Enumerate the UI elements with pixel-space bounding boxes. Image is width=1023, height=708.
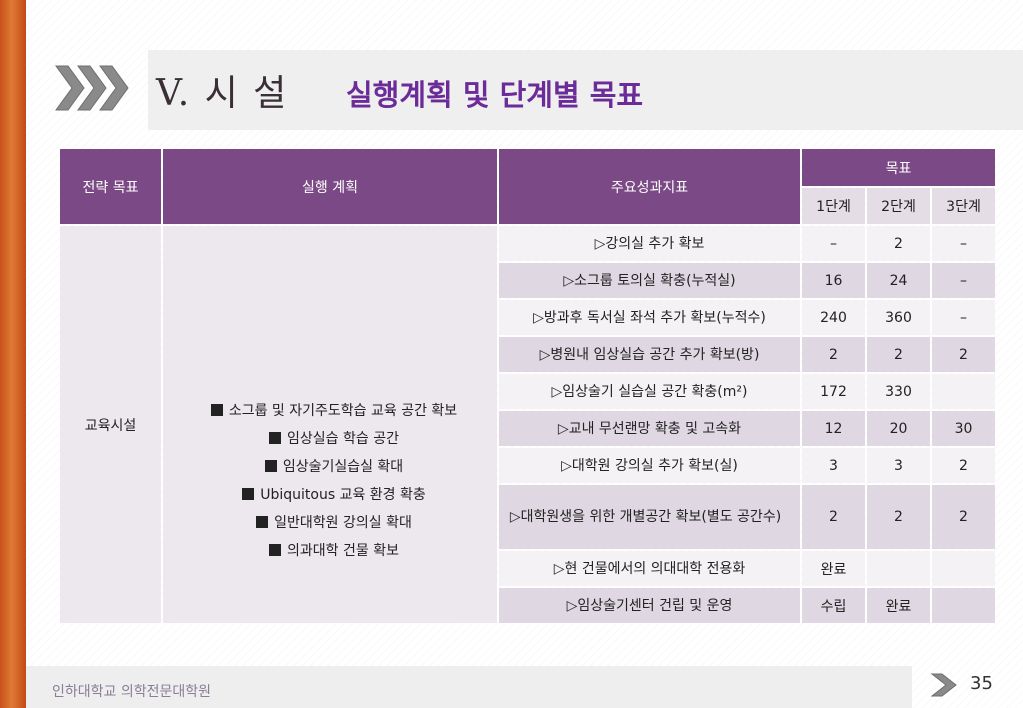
level-1-value: 완료 — [802, 551, 865, 586]
level-2-value: 20 — [867, 411, 930, 446]
indicator-cell: ▷교내 무선랜망 확충 및 고속화 — [499, 411, 800, 446]
level-2-value: 2 — [867, 337, 930, 372]
square-bullet-icon — [256, 515, 269, 528]
page-title: V. 시 설 — [156, 73, 289, 114]
level-2-value: 24 — [867, 263, 930, 298]
footer-band — [26, 666, 912, 708]
square-bullet-icon — [269, 431, 282, 444]
level-3-value — [932, 551, 995, 586]
plan-item: Ubiquitous 교육 환경 확충 — [171, 481, 497, 509]
plan-item: 임상술기실습실 확대 — [171, 453, 497, 481]
level-1-value: 12 — [802, 411, 865, 446]
level-1-value: 3 — [802, 448, 865, 483]
level-3-value: – — [932, 300, 995, 335]
level-1-value: 2 — [802, 485, 865, 549]
indicator-cell: ▷대학원생을 위한 개별공간 확보(별도 공간수) — [499, 485, 800, 549]
level-2-value: 360 — [867, 300, 930, 335]
square-bullet-icon — [264, 459, 277, 472]
table-row: ▷방과후 독서실 좌석 추가 확보(누적수) 240 360 – — [60, 300, 995, 335]
plan-table: 전략 목표 실행 계획 주요성과지표 목표 1단계 2단계 3단계 교육시설 소… — [58, 147, 997, 625]
level-3-value — [932, 374, 995, 409]
indicator-cell: ▷임상술기 실습실 공간 확충(m²) — [499, 374, 800, 409]
level-3-value — [932, 588, 995, 623]
header-plan: 실행 계획 — [163, 149, 497, 224]
level-2-value: 2 — [867, 226, 930, 261]
table-row: ▷임상술기센터 건립 및 운영 수립 완료 — [60, 588, 995, 623]
level-1-value: 172 — [802, 374, 865, 409]
next-arrow-icon — [930, 673, 957, 697]
square-bullet-icon — [210, 403, 223, 416]
level-1-value: 2 — [802, 337, 865, 372]
indicator-cell: ▷강의실 추가 확보 — [499, 226, 800, 261]
square-bullet-icon — [242, 487, 255, 500]
level-3-value: – — [932, 263, 995, 298]
level-2-value: 330 — [867, 374, 930, 409]
header-indicator: 주요성과지표 — [499, 149, 800, 224]
sidebar-accent-bar — [0, 0, 26, 708]
level-2-value — [867, 551, 930, 586]
plan-item: 일반대학원 강의실 확대 — [171, 509, 497, 537]
footer-institution: 인하대학교 의학전문대학원 — [52, 684, 212, 700]
plan-item: 소그룹 및 자기주도학습 교육 공간 확보 — [171, 397, 497, 425]
table-row: ▷임상술기 실습실 공간 확충(m²) 172 330 — [60, 374, 995, 409]
level-3-value: – — [932, 226, 995, 261]
level-2-value: 2 — [867, 485, 930, 549]
header-goal: 목표 — [802, 149, 995, 186]
header-level-3: 3단계 — [932, 188, 995, 224]
table-row: ▷소그룹 토의실 확충(누적실) 16 24 – — [60, 263, 995, 298]
table-row: ▷교내 무선랜망 확충 및 고속화 12 20 30 — [60, 411, 995, 446]
level-1-value: 16 — [802, 263, 865, 298]
plan-list: 소그룹 및 자기주도학습 교육 공간 확보 임상실습 학습 공간 임상술기실습실… — [163, 285, 497, 565]
table-row: 교육시설 소그룹 및 자기주도학습 교육 공간 확보 임상실습 학습 공간 임상… — [60, 226, 995, 623]
level-3-value: 2 — [932, 485, 995, 549]
header-band — [148, 50, 1023, 130]
indicator-cell: ▷임상술기센터 건립 및 운영 — [499, 588, 800, 623]
level-3-value: 30 — [932, 411, 995, 446]
indicator-cell: ▷현 건물에서의 의대대학 전용화 — [499, 551, 800, 586]
header-level-1: 1단계 — [802, 188, 865, 224]
plan-item: 임상실습 학습 공간 — [171, 425, 497, 453]
indicator-cell: ▷병원내 임상실습 공간 추가 확보(방) — [499, 337, 800, 372]
square-bullet-icon — [269, 543, 282, 556]
level-1-value: 240 — [802, 300, 865, 335]
level-3-value: 2 — [932, 337, 995, 372]
page-subtitle: 실행계획 및 단계별 목표 — [346, 78, 644, 112]
level-1-value: 수립 — [802, 588, 865, 623]
category-cell: 교육시설 — [60, 226, 161, 623]
triple-chevron-icon — [55, 65, 129, 111]
table-row: ▷대학원 강의실 추가 확보(실) 3 3 2 — [60, 448, 995, 483]
header-level-2: 2단계 — [867, 188, 930, 224]
indicator-cell: ▷방과후 독서실 좌석 추가 확보(누적수) — [499, 300, 800, 335]
indicator-cell: ▷대학원 강의실 추가 확보(실) — [499, 448, 800, 483]
plan-cell: 소그룹 및 자기주도학습 교육 공간 확보 임상실습 학습 공간 임상술기실습실… — [163, 226, 497, 623]
table-row: ▷현 건물에서의 의대대학 전용화 완료 — [60, 551, 995, 586]
page-number: 35 — [970, 673, 993, 694]
plan-item: 의과대학 건물 확보 — [171, 537, 497, 565]
level-2-value: 3 — [867, 448, 930, 483]
header-strategy: 전략 목표 — [60, 149, 161, 224]
level-2-value: 완료 — [867, 588, 930, 623]
level-3-value: 2 — [932, 448, 995, 483]
table-row: ▷대학원생을 위한 개별공간 확보(별도 공간수) 2 2 2 — [60, 485, 995, 549]
level-1-value: – — [802, 226, 865, 261]
indicator-cell: ▷소그룹 토의실 확충(누적실) — [499, 263, 800, 298]
table-row: ▷병원내 임상실습 공간 추가 확보(방) 2 2 2 — [60, 337, 995, 372]
